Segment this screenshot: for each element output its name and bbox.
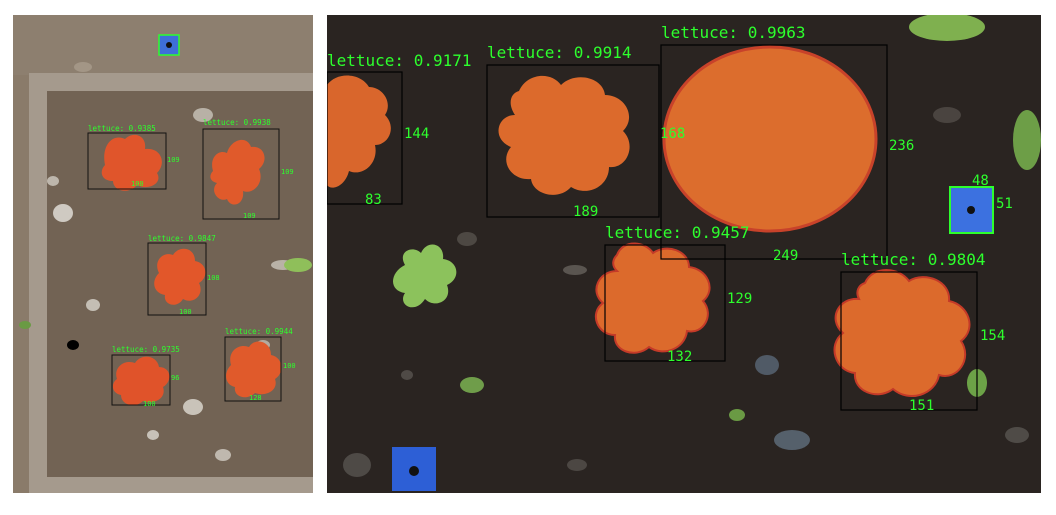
detection-width: 83 [365, 192, 382, 208]
detection-height: 96 [171, 374, 180, 382]
stone [755, 355, 779, 375]
detection-height: 129 [727, 291, 753, 307]
marker-width: 48 [972, 173, 989, 189]
detection-label: lettuce: 0.9944 [225, 327, 293, 336]
lettuce-plant [327, 75, 391, 188]
detection-label: lettuce: 0.9457 [605, 223, 750, 242]
detection-label: lettuce: 0.9171 [327, 51, 472, 70]
weed [729, 409, 745, 421]
marker-height: 51 [996, 196, 1013, 212]
detection-height: 100 [283, 362, 296, 370]
weed [909, 15, 985, 41]
detection-width: 100 [143, 400, 156, 408]
detection-box [224, 336, 282, 402]
detection-box [147, 242, 207, 316]
detection-label: lettuce: 0.9804 [841, 250, 986, 269]
detection-label: lettuce: 0.9938 [203, 118, 271, 127]
lettuce-plant [101, 134, 162, 191]
detection-height: 154 [980, 328, 1006, 344]
weed [19, 321, 31, 329]
marker-hole [166, 42, 172, 48]
detection-width: 128 [249, 394, 262, 402]
stone [47, 176, 59, 186]
stone [933, 107, 961, 123]
right-photo-panel: lettuce: 0.9171 83 144 lettuce: 0.9914 1… [327, 15, 1041, 493]
stone [457, 232, 477, 246]
lettuce-plant [210, 139, 265, 205]
frame-bottom [29, 477, 313, 493]
detection-width: 132 [667, 349, 693, 365]
detection-width: 109 [243, 212, 256, 220]
detection-height: 109 [281, 168, 294, 176]
right-photo-scene [327, 15, 1041, 493]
detection-width: 100 [131, 180, 144, 188]
detection-box [840, 271, 978, 411]
stone [774, 430, 810, 450]
stone [563, 265, 587, 275]
stone [53, 204, 73, 222]
detection-box [327, 71, 403, 205]
marker-hole [967, 206, 975, 214]
stone [74, 62, 92, 72]
detection-height: 108 [207, 274, 220, 282]
detection-box [660, 44, 888, 260]
detection-label: lettuce: 0.9385 [88, 124, 156, 133]
marker-hole [409, 466, 419, 476]
lettuce-plant [833, 269, 971, 398]
left-photo-scene [13, 15, 313, 493]
lettuce-plant [498, 75, 630, 195]
frame-left [29, 73, 47, 493]
detection-box [202, 128, 280, 220]
weed [284, 258, 312, 272]
lettuce-plant [594, 242, 711, 354]
frame-top [29, 73, 313, 91]
stone [183, 399, 203, 415]
stone [67, 340, 79, 350]
stone [215, 449, 231, 461]
detection-width: 100 [179, 308, 192, 316]
lettuce-plant [112, 356, 170, 406]
stone [567, 459, 587, 471]
stone [86, 299, 100, 311]
detection-box [486, 64, 660, 218]
weed [1013, 110, 1041, 170]
lettuce-plant [226, 341, 282, 398]
detection-width: 249 [773, 248, 799, 264]
weed-plant [393, 244, 457, 308]
detection-label: lettuce: 0.9847 [148, 234, 216, 243]
detection-box [111, 354, 171, 406]
weed [460, 377, 484, 393]
detection-box [87, 132, 167, 190]
lettuce-plant [662, 45, 878, 233]
detection-height: 168 [660, 126, 686, 142]
stone [1005, 427, 1029, 443]
stone [401, 370, 413, 380]
detection-height: 109 [167, 156, 180, 164]
detection-box [604, 244, 726, 362]
detection-height: 144 [404, 126, 430, 142]
stone [147, 430, 159, 440]
detection-height: 236 [889, 138, 915, 154]
left-photo-panel: lettuce: 0.9385 100 109 lettuce: 0.9938 … [13, 15, 313, 493]
stone [343, 453, 371, 477]
detection-width: 151 [909, 398, 935, 414]
detection-width: 189 [573, 204, 599, 220]
stone [193, 108, 213, 122]
detection-label: lettuce: 0.9963 [661, 23, 806, 42]
detection-label: lettuce: 0.9914 [487, 43, 632, 62]
lettuce-plant [154, 248, 206, 305]
detection-label: lettuce: 0.9735 [112, 345, 180, 354]
